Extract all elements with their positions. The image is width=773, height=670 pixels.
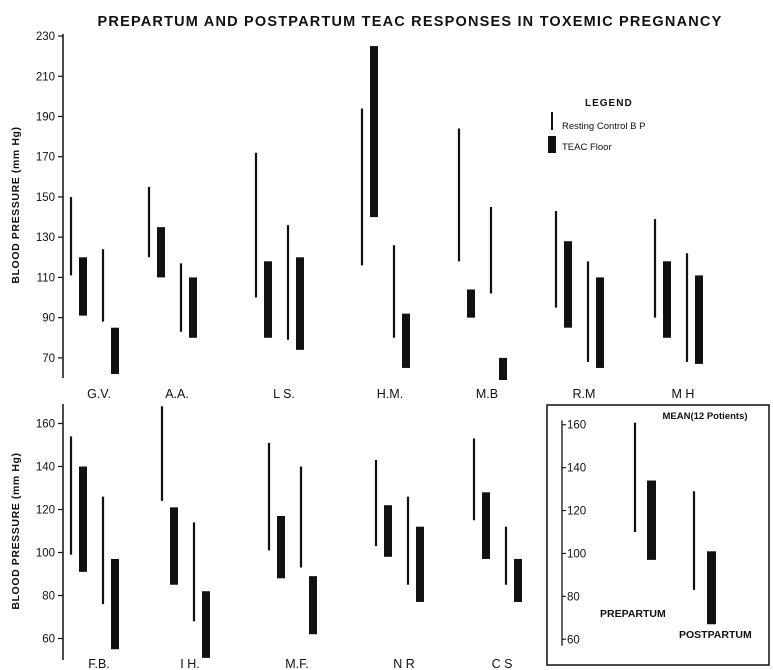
category-label: M.B — [476, 387, 498, 401]
category-label: C S — [492, 657, 513, 670]
top-y-tick-label: 150 — [36, 192, 55, 204]
category-label: H.M. — [377, 387, 403, 401]
prepartum-teac-bar — [370, 46, 378, 217]
legend-teac-swatch — [548, 136, 556, 153]
postpartum-teac-bar — [596, 277, 604, 368]
postpartum-teac-bar — [296, 257, 304, 350]
top-y-tick-label: 110 — [37, 272, 55, 284]
bottom-y-tick-label: 80 — [42, 591, 55, 603]
category-label: F.B. — [88, 657, 110, 670]
prepartum-teac-bar — [482, 492, 490, 559]
top-y-label: BLOOD PRESSURE (mm Hg) — [10, 126, 22, 283]
prepartum-teac-bar — [157, 227, 165, 277]
prepartum-teac-bar — [264, 261, 272, 337]
chart-title: PREPARTUM AND POSTPARTUM TEAC RESPONSES … — [98, 14, 723, 30]
top-y-tick-label: 130 — [36, 232, 55, 244]
category-label: G.V. — [87, 387, 111, 401]
inset-postpartum-teac-bar — [707, 551, 716, 624]
bottom-y-tick-label: 120 — [36, 505, 55, 517]
bottom-y-tick-label: 140 — [36, 462, 55, 474]
postpartum-teac-bar — [111, 328, 119, 374]
category-label: I H. — [180, 657, 199, 670]
top-y-tick-label: 230 — [36, 31, 55, 43]
prepartum-teac-bar — [467, 289, 475, 317]
category-label: M.F. — [285, 657, 309, 670]
prepartum-teac-bar — [79, 257, 87, 315]
prepartum-teac-bar — [564, 241, 572, 327]
category-label: N R — [393, 657, 415, 670]
postpartum-teac-bar — [111, 559, 119, 649]
inset-y-tick-label: 120 — [567, 506, 586, 518]
postpartum-teac-bar — [309, 576, 317, 634]
inset-postpartum-label: POSTPARTUM — [679, 629, 752, 641]
inset-frame — [547, 405, 769, 665]
inset-prepartum-teac-bar — [647, 481, 656, 560]
category-label: M H — [672, 387, 695, 401]
prepartum-teac-bar — [170, 507, 178, 584]
top-y-tick-label: 190 — [36, 111, 55, 123]
inset-y-tick-label: 140 — [567, 463, 586, 475]
top-y-tick-label: 210 — [36, 71, 55, 83]
prepartum-teac-bar — [384, 505, 392, 557]
inset-y-tick-label: 100 — [567, 548, 586, 560]
category-label: R.M — [573, 387, 596, 401]
prepartum-teac-bar — [663, 261, 671, 337]
legend: LEGEND Resting Control B P TEAC Floor — [548, 98, 645, 153]
category-label: A.A. — [165, 387, 189, 401]
bottom-y-tick-label: 160 — [36, 419, 55, 431]
postpartum-teac-bar — [202, 591, 210, 658]
prepartum-teac-bar — [277, 516, 285, 578]
postpartum-teac-bar — [695, 275, 703, 364]
top-y-tick-label: 170 — [36, 152, 55, 164]
bottom-y-tick-label: 60 — [42, 634, 55, 646]
postpartum-teac-bar — [514, 559, 522, 602]
postpartum-teac-bar — [402, 314, 410, 368]
postpartum-teac-bar — [499, 358, 507, 380]
top-y-tick-label: 90 — [42, 313, 55, 325]
inset-y-tick-label: 60 — [567, 634, 580, 646]
postpartum-teac-bar — [416, 527, 424, 602]
legend-resting-label: Resting Control B P — [562, 121, 645, 132]
postpartum-teac-bar — [189, 277, 197, 337]
inset-title: MEAN(12 Potients) — [663, 411, 748, 422]
top-y-tick-label: 70 — [42, 353, 55, 365]
legend-teac-label: TEAC Floor — [562, 142, 612, 153]
inset-prepartum-label: PREPARTUM — [600, 608, 666, 620]
inset-y-tick-label: 80 — [567, 591, 580, 603]
bottom-y-tick-label: 100 — [36, 548, 55, 560]
inset-y-tick-label: 160 — [567, 420, 586, 432]
legend-title: LEGEND — [585, 98, 633, 109]
category-label: L S. — [273, 387, 295, 401]
prepartum-teac-bar — [79, 467, 87, 572]
bottom-y-label: BLOOD PRESSURE (mm Hg) — [10, 452, 22, 609]
